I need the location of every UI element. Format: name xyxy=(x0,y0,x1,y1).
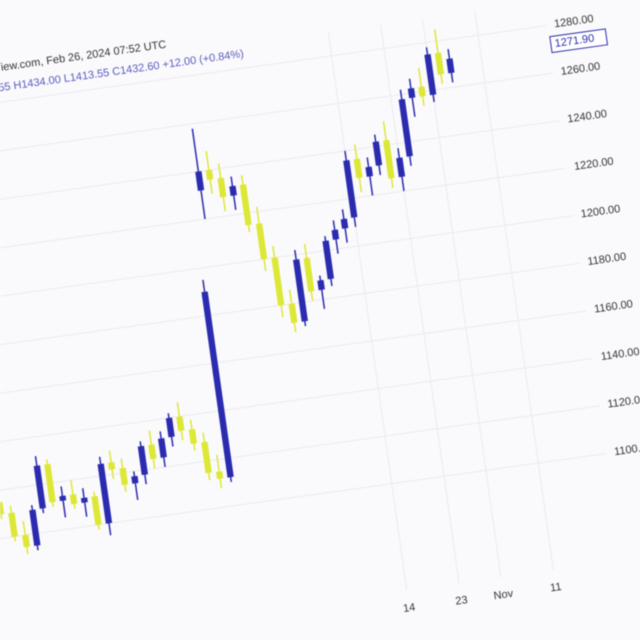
candle-body xyxy=(424,54,437,96)
candle-body xyxy=(353,158,363,179)
candle-body xyxy=(217,177,227,198)
x-tick-label: 14 xyxy=(402,601,416,615)
candle-body xyxy=(165,417,175,438)
candle-body xyxy=(0,501,5,515)
grid-line-x xyxy=(474,11,554,571)
candle-body xyxy=(340,218,349,229)
y-tick-label: 1280.00 xyxy=(553,13,594,30)
candle-body xyxy=(434,52,445,75)
grid-line xyxy=(0,310,587,402)
candle-body xyxy=(8,512,18,538)
y-tick-label: 1240.00 xyxy=(567,108,608,125)
candle-body xyxy=(22,534,31,548)
candle-body xyxy=(201,441,212,474)
grid-line xyxy=(0,25,547,116)
candle-body xyxy=(331,229,340,240)
candle-body xyxy=(148,444,157,460)
candle-body xyxy=(205,169,214,180)
grid-line xyxy=(0,262,580,354)
candle-body xyxy=(44,463,56,503)
grid-line xyxy=(0,405,600,497)
candle-body xyxy=(303,257,315,292)
candle-wick xyxy=(60,486,67,518)
candle-body xyxy=(80,497,88,503)
candle-body xyxy=(69,494,78,505)
candle-body xyxy=(446,58,455,74)
last-price-label: 1271.90 xyxy=(554,32,595,49)
candle-body xyxy=(229,185,237,197)
grid-line xyxy=(0,215,574,307)
y-tick-label: 1200.00 xyxy=(580,203,621,220)
candle-body xyxy=(33,465,46,509)
candle-body xyxy=(365,166,374,177)
y-tick-label: 1220.00 xyxy=(573,156,614,173)
grid-line xyxy=(0,452,607,544)
y-tick-label: 1160.00 xyxy=(593,298,633,315)
candle-body xyxy=(255,223,268,260)
candle-body xyxy=(418,86,426,97)
candle-body xyxy=(91,495,102,526)
candle-body xyxy=(131,475,139,484)
candle-body xyxy=(398,98,413,157)
last-price-box xyxy=(549,28,609,54)
candle-body xyxy=(288,303,298,324)
candle-body xyxy=(216,471,224,480)
candle-body xyxy=(343,159,358,218)
candle-body xyxy=(119,467,129,486)
candle-body xyxy=(97,463,113,524)
candle-body xyxy=(293,259,308,322)
candle-body xyxy=(107,462,116,471)
candle-body xyxy=(239,184,252,226)
y-tick-label: 1120.00 xyxy=(607,393,640,410)
candle-body xyxy=(137,445,149,476)
grid-line xyxy=(0,72,553,164)
candle-body xyxy=(407,87,416,99)
y-tick-label: 1140.00 xyxy=(600,346,640,363)
grid-line xyxy=(0,120,560,211)
candle-body xyxy=(396,157,406,178)
candle-body xyxy=(195,171,205,191)
grid-line xyxy=(0,357,594,449)
candle-body xyxy=(59,495,67,502)
x-tick-label: 23 xyxy=(455,594,469,608)
x-tick-label: 11 xyxy=(549,581,562,594)
candle-body xyxy=(157,438,167,458)
candle-body xyxy=(383,139,395,179)
y-tick-label: 1100.00 xyxy=(613,441,640,458)
y-tick-label: 1180.00 xyxy=(587,251,627,268)
candle-body xyxy=(188,428,198,444)
candle-body xyxy=(176,416,185,432)
x-tick-label: Nov xyxy=(493,588,515,603)
candle-body xyxy=(372,141,383,166)
grid-line-x xyxy=(380,24,460,584)
y-tick-label: 1260.00 xyxy=(560,61,601,78)
candle-body xyxy=(271,257,285,306)
candle-body xyxy=(29,509,41,546)
grid-line-x xyxy=(421,18,502,578)
candle-body xyxy=(317,279,325,291)
candle-body xyxy=(201,291,234,478)
candle-body xyxy=(322,240,335,280)
grid-line-x xyxy=(327,31,408,591)
candle-wick xyxy=(408,78,416,117)
